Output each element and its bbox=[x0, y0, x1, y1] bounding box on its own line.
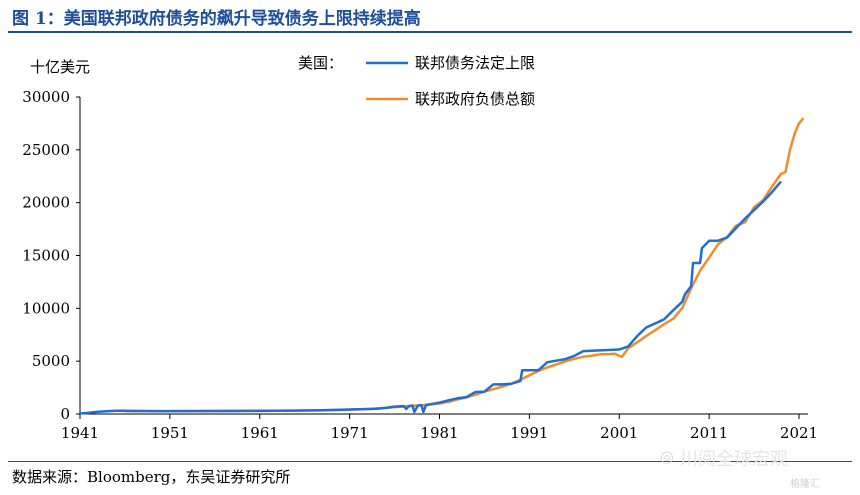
footer-rule bbox=[8, 461, 852, 462]
series-line bbox=[79, 180, 782, 415]
watermark: 川阅全球宏观 bbox=[680, 449, 788, 470]
series-line bbox=[124, 117, 805, 413]
x-tick-label: 1941 bbox=[61, 424, 99, 442]
x-tick-label: 1961 bbox=[241, 424, 279, 442]
y-axis-label: 十亿美元 bbox=[30, 58, 90, 76]
y-tick-label: 20000 bbox=[22, 194, 70, 212]
y-tick-label: 5000 bbox=[32, 352, 70, 370]
x-tick-label: 2001 bbox=[600, 424, 638, 442]
wechat-icon: ◎ bbox=[660, 447, 674, 466]
watermark-logo: 格隆汇 bbox=[790, 479, 820, 490]
x-tick-label: 1951 bbox=[151, 424, 189, 442]
y-tick-label: 30000 bbox=[22, 88, 70, 106]
title-rule bbox=[8, 31, 852, 33]
y-tick-label: 10000 bbox=[22, 299, 70, 317]
y-tick-label: 0 bbox=[60, 405, 70, 423]
x-tick-label: 1981 bbox=[420, 424, 458, 442]
y-tick-label: 15000 bbox=[22, 247, 70, 265]
series-layer bbox=[79, 117, 805, 415]
axes: 0 5000 10000 15000 20000 25000 30000 1941 1951 19… bbox=[22, 88, 818, 442]
x-tick-label: 1991 bbox=[510, 424, 548, 442]
x-tick-label: 1971 bbox=[331, 424, 369, 442]
x-tick-label: 2021 bbox=[780, 424, 818, 442]
figure-title: 图 1：美国联邦政府债务的飙升导致债务上限持续提高 bbox=[12, 9, 421, 29]
legend-label: 联邦债务法定上限 bbox=[415, 54, 535, 72]
legend-title: 美国： bbox=[298, 54, 343, 72]
y-tick-label: 25000 bbox=[22, 141, 70, 159]
x-tick-label: 2011 bbox=[690, 424, 728, 442]
source-note: 数据来源：Bloomberg，东吴证券研究所 bbox=[12, 468, 291, 486]
legend-label: 联邦政府负债总额 bbox=[415, 90, 535, 108]
